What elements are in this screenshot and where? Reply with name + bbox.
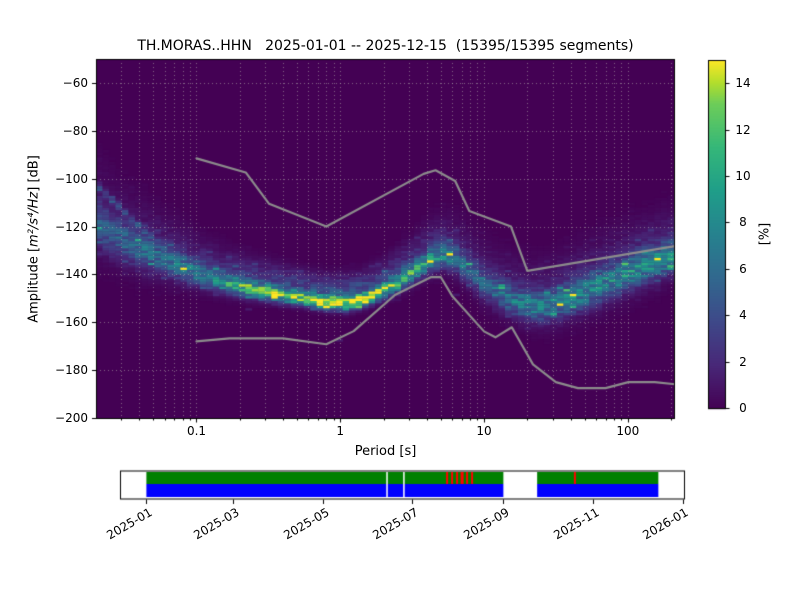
colorbar-tick-label: 14 [735, 76, 751, 91]
y-tick-label: −60 [62, 75, 88, 90]
colorbar-label: [%] [757, 222, 773, 246]
x-tick-label: 0.1 [186, 424, 207, 438]
colorbar-tick-label: 2 [739, 354, 747, 369]
y-tick-label: −180 [55, 363, 88, 378]
colorbar-tick-label: 4 [739, 308, 747, 323]
colorbar-tick-label: 10 [735, 169, 751, 183]
y-tick-label: −120 [55, 219, 88, 234]
y-tick-label: −140 [55, 267, 88, 282]
colorbar-tick-label: 8 [739, 215, 747, 230]
y-axis-label-prefix: Amplitude [ [26, 246, 42, 323]
y-tick-label: −80 [62, 123, 88, 138]
x-tick-label: 1 [336, 424, 345, 438]
colorbar-tick-label: 0 [739, 401, 747, 415]
x-tick-label: 10 [476, 424, 492, 438]
colorbar-tick-label: 6 [739, 261, 747, 276]
colorbar-tick-label: 12 [735, 122, 751, 137]
y-tick-label: −200 [55, 411, 88, 425]
x-axis-label: Period [s] [354, 444, 417, 459]
x-tick-label: 100 [616, 424, 640, 438]
y-tick-label: −100 [55, 171, 88, 186]
plot-title: TH.MORAS..HHN 2025-01-01 -- 2025-12-15 (… [137, 38, 634, 54]
y-tick-label: −160 [55, 315, 88, 330]
